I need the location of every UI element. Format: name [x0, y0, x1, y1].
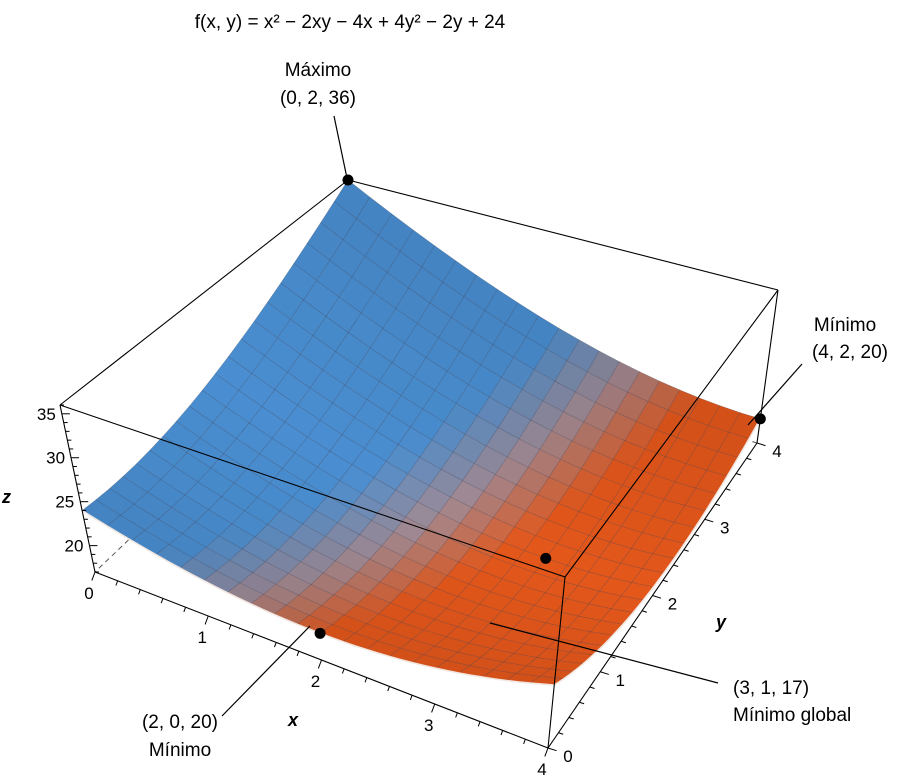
surface-mesh [81, 179, 761, 686]
tick-mark [296, 651, 300, 657]
x-tick-label: 4 [537, 760, 546, 779]
critical-point-marker [754, 413, 766, 425]
tick-mark [160, 598, 164, 604]
z-tick-label: 30 [46, 449, 65, 468]
box-edge [59, 404, 566, 578]
chart-title: f(x, y) = x² − 2xy − 4x + 4y² − 2y + 24 [195, 12, 506, 33]
tick-mark [568, 717, 574, 720]
tick-mark [91, 571, 96, 581]
x-tick-label: 1 [198, 628, 207, 647]
tick-mark [544, 747, 549, 757]
annotation-title: Mínimo [149, 740, 211, 761]
tick-mark [673, 564, 679, 567]
annotation-title: Mínimo [814, 315, 876, 336]
surface-right-edge [553, 418, 761, 686]
tick-mark [500, 730, 504, 736]
critical-point-marker [540, 552, 552, 564]
critical-point-marker [342, 174, 354, 186]
tick-mark [704, 518, 714, 523]
x-tick-label: 2 [311, 672, 320, 691]
z-tick-label: 25 [55, 493, 74, 512]
tick-mark [317, 659, 322, 669]
leader-line [221, 625, 311, 717]
tick-mark [523, 739, 526, 745]
tick-mark [477, 721, 481, 727]
box-edge [564, 289, 779, 578]
tick-mark [641, 610, 647, 613]
annotation-title: Mínimo global [733, 705, 851, 726]
box-edge [347, 179, 779, 291]
z-axis-label: z [1, 487, 11, 507]
leader-line [489, 622, 719, 684]
tick-mark [715, 503, 721, 506]
tick-mark [652, 595, 662, 599]
tick-mark [341, 668, 345, 674]
annotation-coords: (0, 2, 36) [280, 88, 356, 109]
critical-point-marker [314, 627, 326, 639]
annotation-minimum-front: (2, 0, 20) Mínimo [142, 625, 311, 761]
tick-mark [735, 473, 742, 476]
y-tick-label: 0 [563, 747, 572, 766]
tick-mark [558, 732, 564, 735]
tick-mark [631, 625, 637, 628]
tick-mark [409, 695, 413, 701]
y-tick-label: 1 [616, 671, 625, 690]
leader-line [333, 115, 349, 184]
tick-mark [683, 549, 689, 552]
z-tick-label: 20 [65, 537, 84, 556]
tick-mark [115, 580, 119, 586]
tick-mark [204, 615, 209, 625]
tick-mark [610, 656, 616, 659]
tick-mark [547, 747, 557, 752]
tick-mark [600, 671, 609, 675]
tick-mark [725, 488, 731, 491]
annotation-title: Máximo [285, 60, 352, 81]
tick-mark [251, 633, 255, 639]
annotation-minimum-right: Mínimo (4, 2, 20) [747, 315, 888, 426]
y-tick-label: 4 [772, 442, 781, 461]
y-tick-label: 2 [668, 595, 677, 614]
annotation-maximum: Máximo (0, 2, 36) [280, 60, 356, 184]
x-axis-label: x [287, 710, 299, 730]
z-tick-label: 35 [37, 405, 56, 424]
annotation-coords: (2, 0, 20) [142, 712, 218, 733]
tick-mark [387, 686, 390, 692]
critical-points [314, 174, 766, 639]
tick-mark [589, 686, 595, 689]
tick-mark [620, 640, 627, 644]
tick-mark [228, 624, 232, 630]
box-edge [59, 404, 96, 573]
annotation-coords: (3, 1, 17) [733, 678, 809, 699]
annotation-coords: (4, 2, 20) [812, 342, 888, 363]
tick-mark [694, 534, 700, 537]
x-tick-label: 0 [84, 584, 93, 603]
tick-mark [455, 712, 458, 718]
tick-mark [431, 703, 436, 713]
tick-mark [746, 457, 752, 461]
tick-mark [579, 701, 585, 705]
box-edge [547, 576, 566, 749]
y-axis-label: y [715, 612, 727, 632]
box-edge [59, 179, 349, 406]
tick-mark [273, 642, 277, 648]
y-tick-label: 3 [720, 518, 729, 537]
annotation-global-minimum: (3, 1, 17) Mínimo global [489, 622, 851, 726]
tick-mark [756, 442, 766, 447]
tick-mark [364, 677, 368, 683]
tick-mark [138, 589, 141, 595]
tick-mark [183, 607, 187, 613]
x-tick-label: 3 [424, 716, 433, 735]
tick-mark [662, 579, 668, 583]
